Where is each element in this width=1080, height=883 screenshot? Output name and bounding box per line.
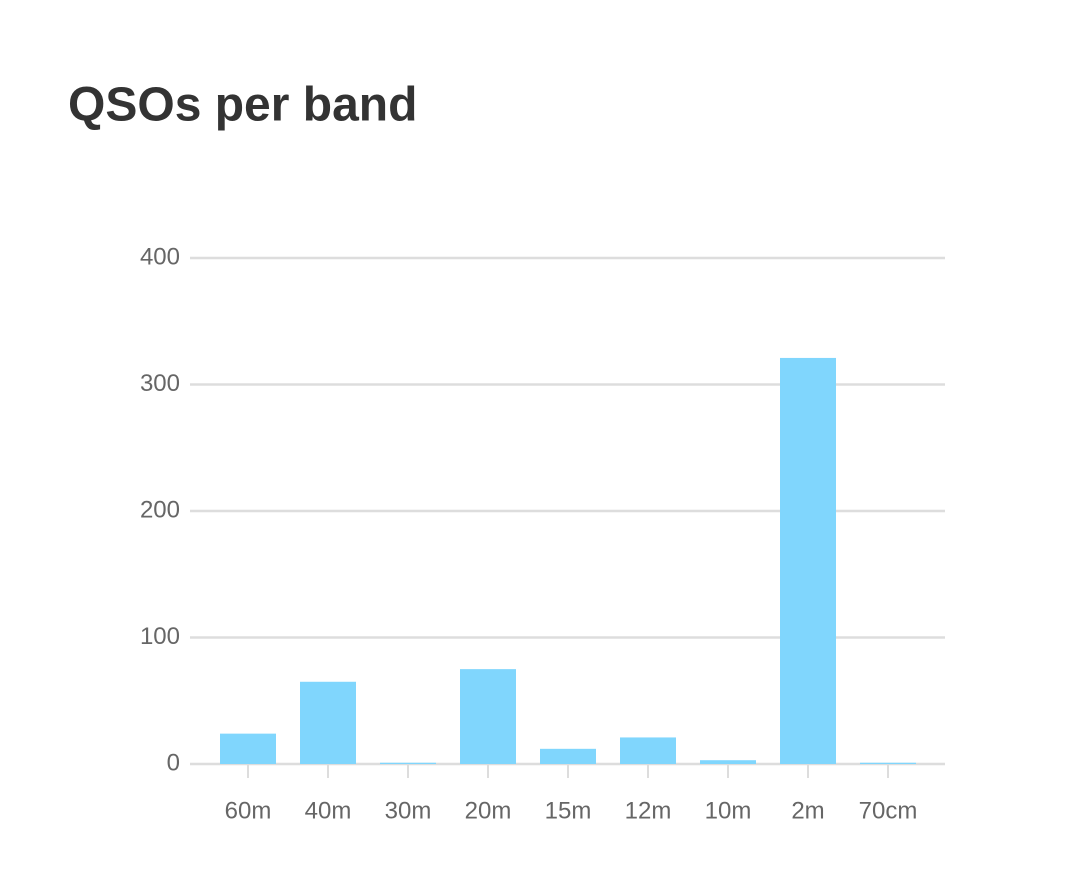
bar <box>700 760 756 764</box>
y-tick-label: 300 <box>140 370 180 397</box>
bar <box>380 762 436 764</box>
x-tick-label: 40m <box>305 797 352 824</box>
x-tick-label: 30m <box>385 797 432 824</box>
bar <box>300 681 356 764</box>
bar <box>460 669 516 764</box>
x-tick-label: 12m <box>625 797 672 824</box>
bar <box>220 733 276 764</box>
x-tick-label: 10m <box>705 797 752 824</box>
x-tick-label: 70cm <box>859 797 918 824</box>
x-tick-label: 15m <box>545 797 592 824</box>
y-tick-label: 0 <box>167 749 180 776</box>
y-tick-label: 100 <box>140 623 180 650</box>
y-tick-label: 400 <box>140 243 180 270</box>
chart-title: QSOs per band <box>68 79 417 132</box>
bar <box>860 762 916 764</box>
bar <box>620 737 676 764</box>
bar <box>540 748 596 764</box>
x-tick-label: 20m <box>465 797 512 824</box>
y-tick-label: 200 <box>140 496 180 523</box>
bar <box>780 357 836 764</box>
x-tick-label: 60m <box>225 797 272 824</box>
x-tick-label: 2m <box>791 797 824 824</box>
